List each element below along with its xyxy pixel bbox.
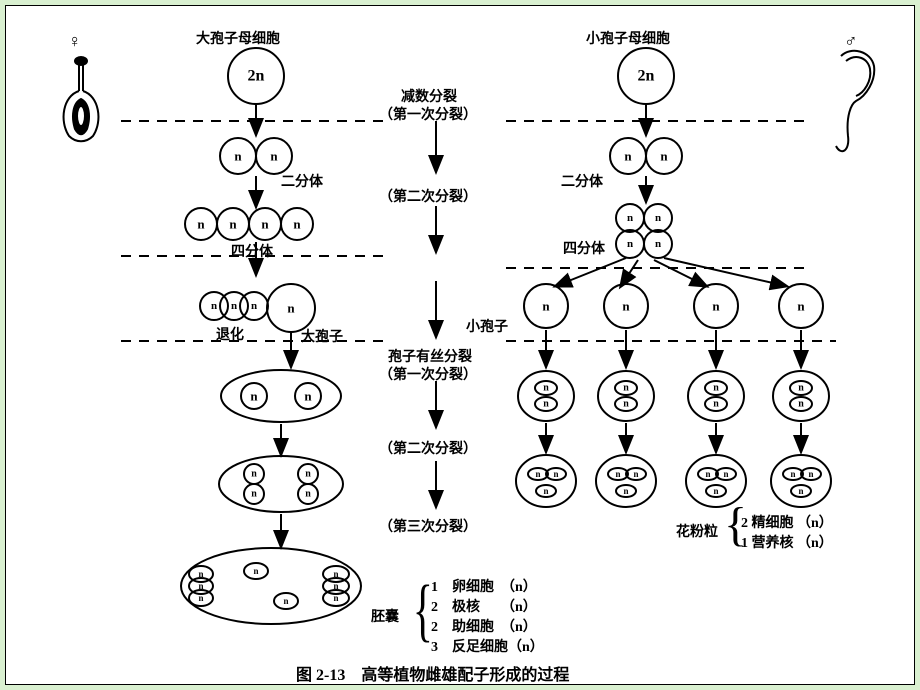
svg-text:n: n — [250, 389, 258, 404]
svg-text:n: n — [253, 566, 258, 576]
svg-text:n: n — [623, 399, 629, 410]
svg-text:2n: 2n — [248, 68, 265, 85]
svg-text:n: n — [797, 299, 805, 314]
dyad-right: 二分体 — [561, 171, 603, 191]
embryo-line4: 3 反足细胞（n） — [431, 636, 544, 656]
female-symbol: ♀ — [68, 31, 82, 52]
svg-text:n: n — [304, 389, 312, 404]
mitosis-label: 孢子有丝分裂 — [388, 346, 472, 366]
male-mother-title: 小孢子母细胞 — [586, 28, 670, 48]
embryo-line2: 2 极核 （n） — [431, 596, 537, 616]
meiosis-label: 减数分裂 — [401, 86, 457, 106]
svg-text:n: n — [229, 217, 237, 232]
svg-text:n: n — [333, 581, 338, 591]
svg-text:n: n — [543, 486, 548, 496]
svg-text:n: n — [211, 300, 217, 312]
embryo-brace: { — [413, 576, 433, 646]
svg-text:n: n — [624, 149, 632, 164]
tetrad-right: 四分体 — [563, 238, 605, 258]
svg-text:n: n — [808, 469, 813, 479]
female-mother-title: 大孢子母细胞 — [196, 28, 280, 48]
embryo-line3: 2 助细胞 （n） — [431, 616, 537, 636]
svg-text:n: n — [543, 399, 549, 410]
svg-text:n: n — [542, 299, 550, 314]
svg-text:n: n — [333, 569, 338, 579]
first-div2-label: （第一次分裂） — [379, 364, 477, 384]
svg-text:n: n — [231, 300, 237, 312]
svg-text:n: n — [713, 486, 718, 496]
svg-text:n: n — [535, 469, 540, 479]
male-symbol: ♂ — [844, 31, 858, 52]
svg-text:n: n — [198, 581, 203, 591]
svg-text:n: n — [287, 301, 295, 316]
svg-text:n: n — [798, 486, 803, 496]
svg-text:n: n — [198, 569, 203, 579]
svg-text:n: n — [713, 399, 719, 410]
megaspore-label: 大孢子 — [301, 326, 343, 346]
third-div-label: （第三次分裂） — [379, 516, 477, 536]
svg-text:n: n — [293, 217, 301, 232]
svg-text:n: n — [251, 489, 257, 500]
svg-text:n: n — [270, 149, 278, 164]
svg-text:n: n — [623, 383, 629, 394]
dyad-left: 二分体 — [281, 171, 323, 191]
tetrad-left: 四分体 — [231, 241, 273, 261]
svg-text:n: n — [623, 486, 628, 496]
svg-text:n: n — [305, 469, 311, 480]
pollen-line1: 2 精细胞 （n） — [741, 512, 833, 532]
svg-text:n: n — [633, 469, 638, 479]
svg-text:n: n — [553, 469, 558, 479]
svg-text:n: n — [790, 469, 795, 479]
svg-text:n: n — [283, 596, 288, 606]
svg-text:n: n — [251, 300, 257, 312]
svg-text:n: n — [234, 149, 242, 164]
embryo-line1: 1 卵细胞 （n） — [431, 576, 537, 596]
svg-text:n: n — [251, 469, 257, 480]
first-div-label: （第一次分裂） — [379, 104, 477, 124]
svg-text:n: n — [627, 238, 633, 250]
figure-caption: 图 2-13 高等植物雌雄配子形成的过程 — [296, 661, 569, 685]
svg-text:n: n — [660, 149, 668, 164]
svg-text:n: n — [543, 383, 549, 394]
embryo-title: 胚囊 — [371, 606, 399, 626]
svg-text:n: n — [655, 212, 661, 224]
svg-text:n: n — [713, 383, 719, 394]
pollen-line2: 1 营养核 （n） — [741, 532, 833, 552]
pollen-title: 花粉粒 — [676, 521, 718, 541]
degenerate-label: 退化 — [216, 324, 244, 344]
svg-text:n: n — [198, 593, 203, 603]
svg-text:n: n — [627, 212, 633, 224]
second-div2-label: （第二次分裂） — [379, 438, 477, 458]
svg-text:n: n — [798, 399, 804, 410]
svg-text:n: n — [798, 383, 804, 394]
svg-text:n: n — [261, 217, 269, 232]
svg-text:n: n — [333, 593, 338, 603]
second-div-label: （第二次分裂） — [379, 186, 477, 206]
svg-text:n: n — [622, 299, 630, 314]
svg-text:n: n — [723, 469, 728, 479]
svg-text:n: n — [712, 299, 720, 314]
svg-text:n: n — [615, 469, 620, 479]
svg-text:n: n — [305, 489, 311, 500]
svg-text:n: n — [705, 469, 710, 479]
svg-text:n: n — [197, 217, 205, 232]
microspore-label: 小孢子 — [466, 316, 508, 336]
svg-text:2n: 2n — [638, 68, 655, 85]
svg-text:n: n — [655, 238, 661, 250]
